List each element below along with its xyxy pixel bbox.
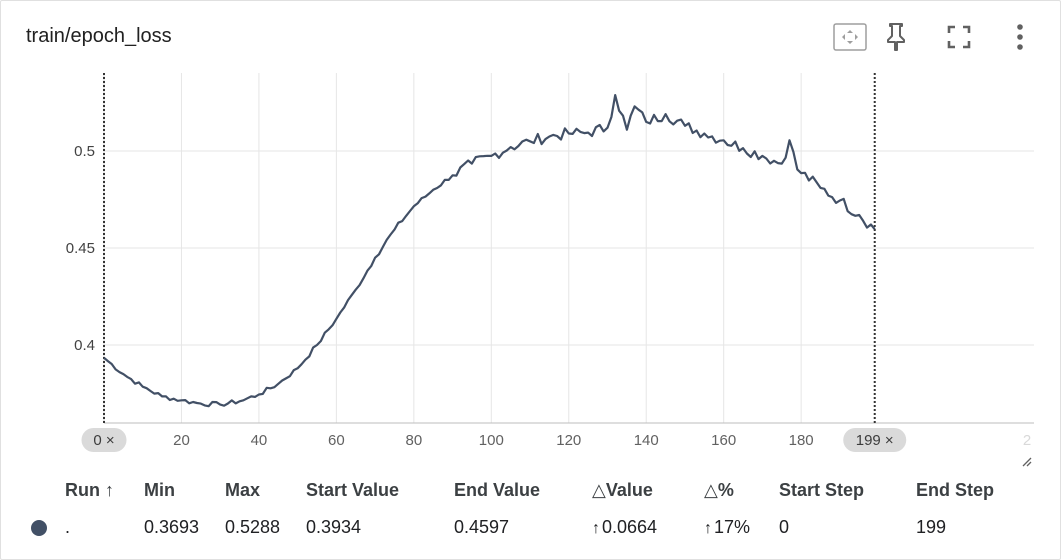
header-end-step[interactable]: End Step	[916, 479, 995, 500]
runs-table: Run ↑ Min Max Start Value End Value △Val…	[31, 475, 1016, 549]
fullscreen-icon	[947, 25, 971, 49]
up-arrow-icon: ↑	[592, 519, 600, 537]
x-tick-label: 40	[251, 432, 268, 449]
selection-end-chip-label: 199 ×	[856, 432, 894, 449]
table-row: . 0.3693 0.5288 0.3934 0.4597 ↑ 0.0664 ↑ 1…	[31, 505, 1016, 549]
y-tick-label: 0.4	[74, 337, 95, 354]
selection-start-chip-label: 0 ×	[93, 432, 114, 449]
card-title: train/epoch_loss	[26, 25, 172, 47]
selection-start-chip[interactable]: 0 ×	[81, 428, 127, 452]
cell-end-step: 199	[916, 516, 947, 537]
header-end-value[interactable]: End Value	[454, 479, 541, 500]
x-tick-label: 100	[479, 432, 504, 449]
delta-value-text: 0.0664	[602, 516, 658, 537]
more-options-button[interactable]	[1002, 19, 1038, 55]
table-header-row: Run ↑ Min Max Start Value End Value △Val…	[31, 475, 1016, 505]
x-tick-label: 180	[789, 432, 814, 449]
fullscreen-button[interactable]	[941, 19, 977, 55]
y-tick-label: 0.45	[66, 240, 95, 257]
cell-delta-percent: ↑ 17%	[704, 505, 779, 549]
x-tick-label: 140	[634, 432, 659, 449]
header-max[interactable]: Max	[225, 479, 261, 500]
pin-button[interactable]	[878, 19, 914, 55]
cell-max: 0.5288	[225, 516, 281, 537]
x-tick-label: 160	[711, 432, 736, 449]
header-min[interactable]: Min	[144, 479, 175, 500]
cell-end-value: 0.4597	[454, 516, 510, 537]
cell-run: .	[65, 516, 71, 537]
selection-start-chip-bg	[81, 428, 127, 452]
fit-domain-icon	[833, 23, 867, 51]
selection-end-chip-bg	[843, 428, 907, 452]
cell-start-value: 0.3934	[306, 516, 362, 537]
up-arrow-icon: ↑	[704, 519, 712, 537]
x-tick-label: 80	[405, 432, 422, 449]
series-line	[103, 94, 876, 408]
resize-handle-icon[interactable]	[1022, 457, 1032, 467]
cell-delta-value: ↑ 0.0664	[592, 505, 704, 549]
cell-start-step: 0	[779, 516, 790, 537]
header-run[interactable]: Run ↑	[65, 479, 114, 500]
line-chart[interactable]: 02040608010012014016018020.40.450.50 ×19…	[1, 1, 1061, 461]
fit-domain-button[interactable]	[832, 19, 868, 55]
pin-icon	[887, 23, 905, 51]
header-delta-value[interactable]: △Value	[592, 479, 653, 500]
header-start-step[interactable]: Start Step	[779, 479, 865, 500]
selection-end-chip[interactable]: 199 ×	[843, 428, 907, 452]
run-color-dot	[31, 519, 47, 536]
x-tick-label: 2	[1023, 432, 1031, 449]
y-tick-label: 0.5	[74, 143, 95, 160]
x-tick-label: 60	[328, 432, 345, 449]
x-tick-label: 120	[556, 432, 581, 449]
x-tick-label: 20	[173, 432, 190, 449]
header-start-value[interactable]: Start Value	[306, 479, 400, 500]
header-delta-percent[interactable]: △%	[704, 479, 734, 500]
cell-min: 0.3693	[144, 516, 200, 537]
delta-percent-text: 17%	[714, 516, 751, 537]
more-vert-icon	[1017, 24, 1023, 50]
